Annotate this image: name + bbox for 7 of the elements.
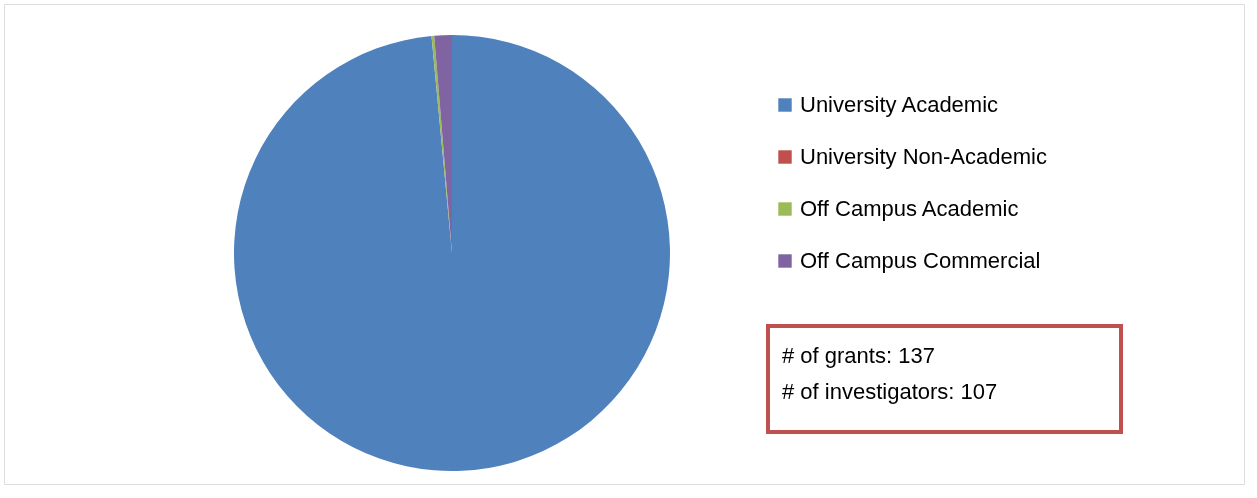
legend-label: Off Campus Academic: [800, 196, 1019, 221]
text: # of grants: 137: [782, 343, 935, 368]
text: # of investigators: 107: [782, 379, 998, 404]
legend-label: University Non-Academic: [800, 144, 1047, 169]
pie-slice: [234, 35, 670, 471]
legend-label: University Academic: [800, 92, 999, 117]
legend-label: Off Campus Commercial: [800, 248, 1041, 273]
